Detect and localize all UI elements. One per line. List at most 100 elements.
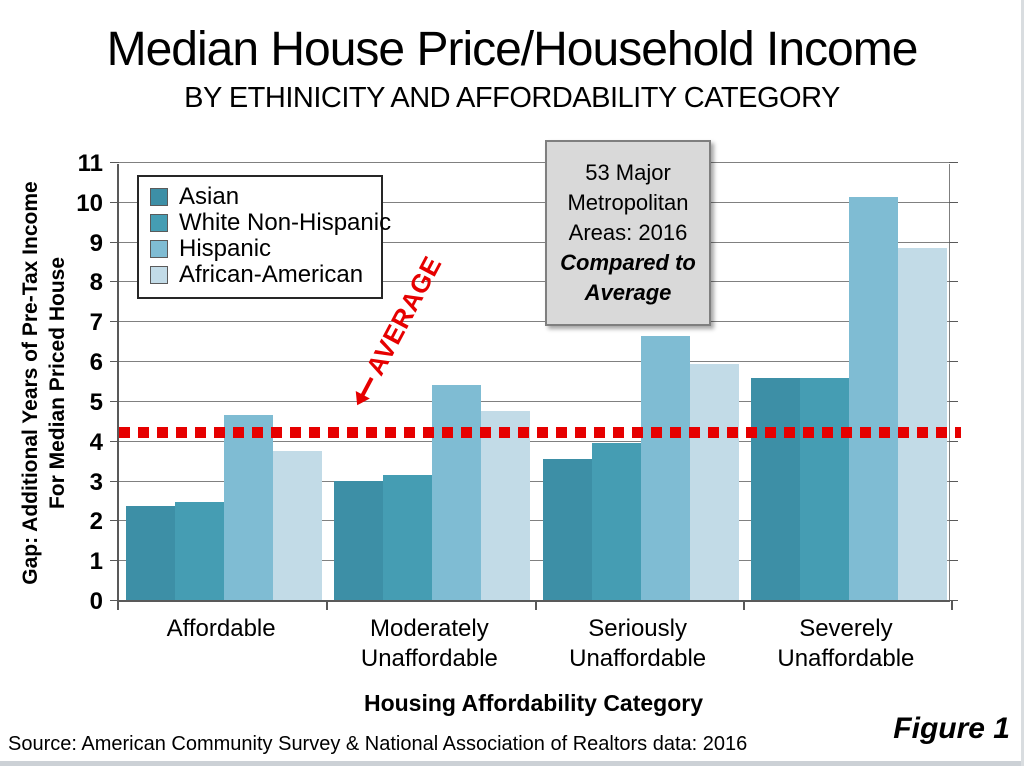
y-tick-right-5 <box>949 400 958 402</box>
y-tick-label-8: 8 <box>89 269 103 297</box>
y-tick-left-2 <box>110 520 119 522</box>
y-tick-left-9 <box>110 241 119 243</box>
legend-swatch-icon <box>150 214 168 232</box>
gridline-y-11 <box>119 162 949 163</box>
y-tick-label-6: 6 <box>89 349 103 377</box>
legend-label: African-American <box>179 261 364 288</box>
bar-white-non-hispanic <box>591 442 641 600</box>
image-edge-bottom <box>0 761 1024 766</box>
arrow-left-icon <box>355 376 374 406</box>
y-tick-left-7 <box>110 321 119 323</box>
y-tick-right-9 <box>949 241 958 243</box>
bar-african-american <box>689 363 739 600</box>
gridline-y-10 <box>119 201 949 203</box>
bar-hispanic <box>224 414 273 600</box>
y-tick-right-0 <box>949 600 958 601</box>
info-box: 53 Major Metropolitan Areas: 2016 Compar… <box>545 140 711 326</box>
info-box-text: 53 Major Metropolitan Areas: 2016 <box>567 160 689 245</box>
gridline-y-9 <box>119 241 949 243</box>
x-axis-title: Housing Affordability Category <box>363 690 704 716</box>
y-tick-label-7: 7 <box>89 309 103 337</box>
x-tick-1 <box>326 600 329 610</box>
legend-item: Hispanic <box>150 235 372 262</box>
x-tick-edge-0 <box>117 600 119 610</box>
source-note: Source: American Community Survey & Nati… <box>8 733 748 755</box>
y-tick-left-10 <box>110 201 119 203</box>
y-tick-label-1: 1 <box>89 548 103 576</box>
y-tick-label-9: 9 <box>89 229 103 257</box>
legend-item: African-American <box>150 261 372 288</box>
bar-african-american <box>897 247 947 600</box>
info-box-emphasis: Compared to Average <box>560 250 696 305</box>
bar-group-3 <box>542 164 739 600</box>
gridline-y-1 <box>119 560 949 562</box>
y-tick-left-3 <box>110 480 119 482</box>
image-edge-right <box>1021 0 1024 766</box>
chart-subtitle: BY ETHINICITY AND AFFORDABILITY CATEGORY <box>184 82 840 114</box>
average-callout: AVERAGE <box>342 251 449 415</box>
y-tick-right-7 <box>949 321 958 323</box>
chart-title: Median House Price/Household Income <box>106 23 919 76</box>
bar-asian <box>750 377 800 600</box>
bar-asian <box>334 480 384 600</box>
bar-white-non-hispanic <box>383 474 433 600</box>
bar-group-2 <box>334 164 531 600</box>
x-tick-edge-4 <box>951 600 953 610</box>
bar-african-american <box>481 410 531 600</box>
legend: Asian White Non-Hispanic Hispanic African-A… <box>137 175 391 299</box>
gridline-y-6 <box>119 361 949 363</box>
bar-hispanic <box>640 336 690 600</box>
legend-item: White Non-Hispanic <box>150 209 391 236</box>
gridline-y-3 <box>119 480 949 482</box>
y-tick-label-10: 10 <box>76 189 103 217</box>
y-tick-label-2: 2 <box>89 508 103 536</box>
bar-hispanic <box>848 197 898 600</box>
x-tick-2 <box>534 600 537 610</box>
y-tick-label-0: 0 <box>89 588 103 615</box>
y-tick-label-11: 11 <box>77 150 103 177</box>
y-tick-right-2 <box>949 520 958 522</box>
figure-label: Figure 1 <box>893 712 1010 745</box>
legend-label: Asian <box>179 183 240 210</box>
bar-hispanic <box>432 384 482 600</box>
x-tick-3 <box>742 600 745 610</box>
y-tick-left-4 <box>110 440 119 442</box>
y-tick-left-5 <box>110 400 119 402</box>
average-line <box>119 426 961 438</box>
x-category-label-4: Severely Unaffordable <box>777 615 915 672</box>
y-tick-label-5: 5 <box>89 388 103 416</box>
legend-label: Hispanic <box>179 235 272 262</box>
y-tick-left-0 <box>110 600 119 601</box>
y-tick-right-8 <box>949 281 958 283</box>
gridline-y-2 <box>119 520 949 522</box>
legend-swatch-icon <box>150 266 168 284</box>
plot-area: AVERAGE <box>110 162 961 610</box>
y-tick-right-6 <box>949 361 958 363</box>
y-tick-label-3: 3 <box>89 468 103 496</box>
gridline-y-4 <box>119 440 949 442</box>
bar-asian <box>542 458 592 600</box>
y-tick-right-11 <box>949 162 958 163</box>
y-tick-left-8 <box>110 281 119 283</box>
legend-swatch-icon <box>150 240 168 258</box>
bar-group-4 <box>750 164 947 600</box>
legend-label: White Non-Hispanic <box>179 209 392 236</box>
y-tick-right-3 <box>949 480 958 482</box>
gridline-y-5 <box>119 400 949 402</box>
gridline-y-8 <box>119 281 949 283</box>
x-category-label-2: Moderately Unaffordable <box>360 615 498 672</box>
y-tick-right-10 <box>949 201 958 203</box>
y-tick-right-1 <box>949 560 958 562</box>
y-axis-title-line1: Gap: Additional Years of Pre-Tax Income <box>19 181 42 585</box>
y-axis-title: Gap: Additional Years of Pre-Tax Income … <box>17 163 71 603</box>
y-tick-label-4: 4 <box>89 428 103 456</box>
bar-african-american <box>273 450 322 600</box>
y-tick-left-6 <box>110 361 119 363</box>
legend-item: Asian <box>150 183 372 210</box>
legend-swatch-icon <box>150 188 168 206</box>
x-category-label-1: Affordable <box>166 615 276 642</box>
y-tick-right-4 <box>949 440 958 442</box>
bar-white-non-hispanic <box>799 377 849 600</box>
y-axis-title-line2: For Median Priced House <box>46 256 69 510</box>
